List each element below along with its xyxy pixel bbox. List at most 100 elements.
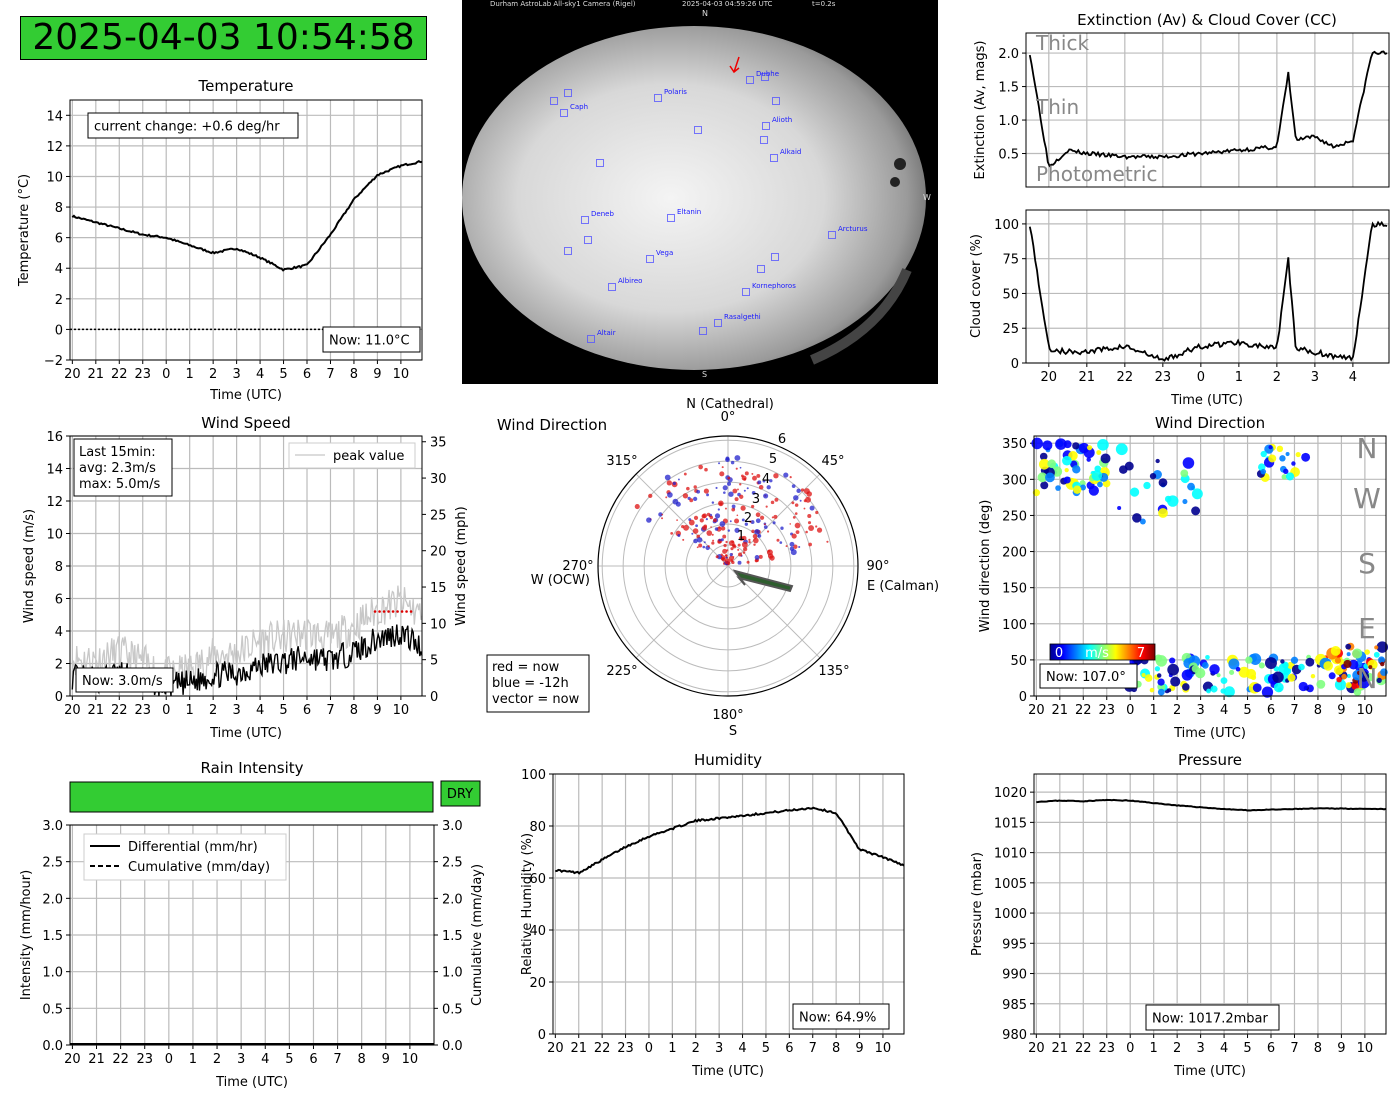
- star-label: Deneb: [591, 210, 614, 218]
- star-marker: [746, 76, 754, 84]
- wind-dir-point: [1220, 677, 1228, 685]
- chart-title: Extinction (Av) & Cloud Cover (CC): [1077, 11, 1337, 29]
- wind-point: [701, 514, 706, 519]
- wind-dir-point: [1334, 679, 1347, 691]
- star-label: Arcturus: [838, 225, 868, 233]
- wind-point: [769, 555, 775, 561]
- x-tick-label: 9: [373, 367, 381, 382]
- wind-point: [746, 560, 750, 564]
- wind-point: [686, 486, 690, 491]
- wind-point: [732, 488, 738, 494]
- wind-point: [721, 466, 724, 469]
- y-tick-label: 50: [1002, 287, 1019, 302]
- chart-title: Rain Intensity: [200, 759, 303, 777]
- wind-dir-point: [1157, 688, 1165, 696]
- wind-dir-point: [1364, 649, 1370, 655]
- temperature-now-label: Now: 11.0°C: [329, 334, 410, 349]
- wind-point: [677, 478, 680, 481]
- plot-frame: [69, 99, 423, 361]
- wind-point: [808, 525, 815, 531]
- wind-point: [702, 545, 706, 549]
- y-tick-label: 0: [1019, 690, 1027, 705]
- x-tick-label: 23: [134, 367, 151, 382]
- wind-point: [723, 543, 727, 548]
- x-tick-label: 0: [162, 367, 170, 382]
- wind-dir-point: [1154, 666, 1161, 672]
- wind-point: [725, 540, 728, 544]
- wind-point: [718, 462, 721, 465]
- wind-point: [695, 524, 698, 528]
- pressure-now-label-box: [1145, 1004, 1280, 1031]
- wind-dir-point: [1268, 445, 1273, 450]
- wind-dir-point: [1330, 645, 1341, 656]
- wind-dir-now-label: Now: 107.0°: [1046, 670, 1126, 685]
- polar-angle-label: 180°: [712, 708, 743, 723]
- y-axis-label-right: Wind speed (mph): [454, 506, 469, 626]
- wind-point: [666, 480, 672, 486]
- wind-dir-point: [1380, 668, 1388, 676]
- wind-dir-point: [1281, 474, 1287, 480]
- wind-point: [701, 525, 708, 531]
- wind-point: [734, 497, 739, 502]
- wind-point: [720, 553, 723, 557]
- legend-peak-label: peak value: [333, 449, 404, 464]
- wind-point: [799, 499, 802, 502]
- x-axis-label: Time (UTC): [209, 726, 282, 741]
- x-tick-label: 21: [88, 1052, 105, 1067]
- x-tick-label: 5: [1243, 1041, 1251, 1056]
- colorbar-unit-label: m/s: [1085, 646, 1109, 661]
- wind-dir-point: [1280, 659, 1285, 664]
- wind-dir-point: [1276, 445, 1284, 453]
- wind-dir-point: [1261, 686, 1274, 698]
- wind-point: [691, 532, 694, 535]
- wind-point: [750, 520, 755, 525]
- y-tick-label: 100: [1002, 618, 1027, 633]
- star-marker: [742, 288, 750, 296]
- wind-dir-point: [1238, 666, 1250, 678]
- x-tick-label: 4: [256, 367, 264, 382]
- wind-point: [826, 540, 829, 543]
- wind-dir-point: [1072, 485, 1082, 494]
- wind-point: [739, 483, 742, 486]
- x-tick-label: 6: [1267, 703, 1275, 718]
- y-tick-label: 1.5: [42, 929, 63, 944]
- wind-dir-point: [1301, 452, 1311, 462]
- x-tick-label: 3: [1196, 703, 1204, 718]
- wind-point: [763, 525, 768, 529]
- wind-dir-point: [1182, 499, 1188, 505]
- wind-point: [751, 529, 755, 534]
- x-tick-label: 22: [111, 367, 128, 382]
- chart-title: Temperature: [197, 77, 293, 95]
- wind-dir-point: [1378, 656, 1385, 664]
- chart-title: Wind Direction: [1155, 414, 1265, 432]
- wind-point: [688, 519, 695, 526]
- x-tick-label: 2: [692, 1041, 700, 1056]
- x-tick-label: 10: [393, 703, 410, 718]
- star-marker: [564, 247, 572, 255]
- y-tick-label: 300: [1002, 473, 1027, 488]
- wind-point: [722, 485, 728, 491]
- wind-point: [742, 551, 746, 554]
- wind-point: [724, 558, 731, 565]
- y-tick-label: 200: [1002, 546, 1027, 561]
- wind-dir-point: [1117, 506, 1122, 511]
- y-axis-label: Pressure (mbar): [970, 852, 985, 956]
- star-label: Alioth: [772, 116, 792, 124]
- wind-dir-point: [1100, 453, 1111, 464]
- wind-point: [753, 543, 756, 546]
- band-label-photometric: Photometric: [1036, 162, 1157, 186]
- x-tick-label: 22: [111, 703, 128, 718]
- wind-dir-point: [1229, 669, 1235, 675]
- y-tick-label-right: 2.0: [442, 892, 463, 907]
- wind-point: [758, 484, 764, 490]
- sky-blob: [890, 177, 900, 187]
- wind-point: [711, 533, 714, 536]
- x-axis-label: Time (UTC): [691, 1064, 764, 1079]
- wind-dir-point: [1368, 665, 1373, 670]
- star-label: Vega: [656, 249, 673, 257]
- wind-dir-point: [1334, 657, 1342, 664]
- y-tick-label: 10: [46, 528, 63, 543]
- wind-point: [737, 488, 739, 491]
- x-tick-label: 9: [1337, 703, 1345, 718]
- x-tick-label: 5: [762, 1041, 770, 1056]
